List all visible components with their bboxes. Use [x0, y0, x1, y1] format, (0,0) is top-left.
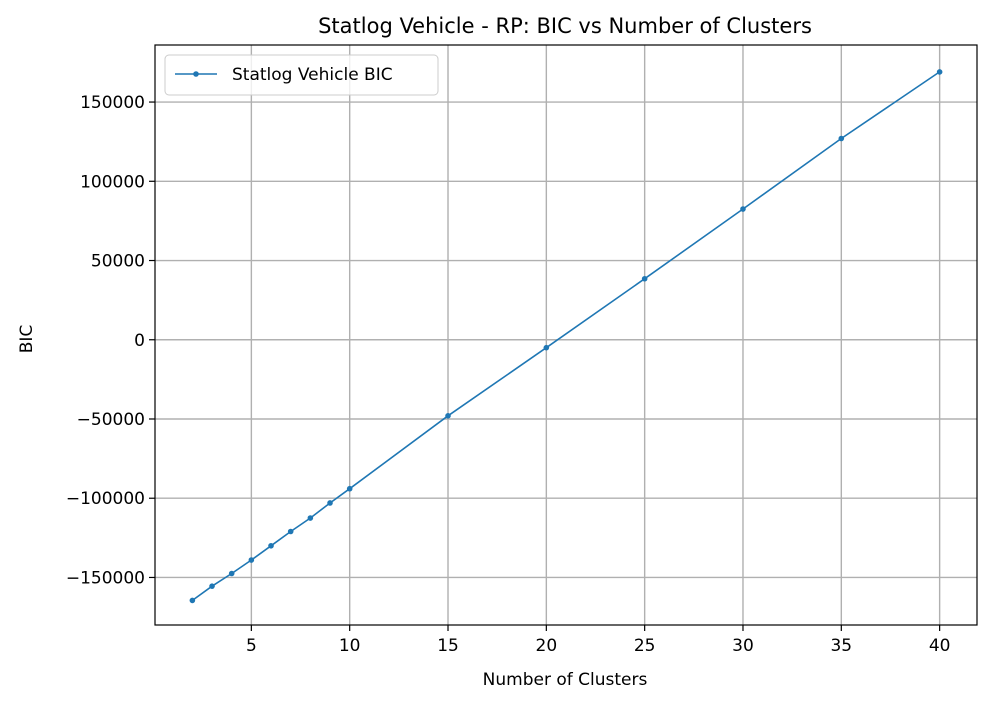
data-point	[248, 557, 255, 563]
x-tick-label: 40	[929, 636, 951, 656]
data-point	[445, 413, 451, 419]
y-tick-label: −100000	[66, 489, 145, 509]
legend-box	[164, 54, 439, 96]
data-point	[228, 570, 235, 577]
y-axis-ticks: −150000 −100000 −50000 0 50000 100000 150000	[66, 93, 155, 588]
data-point	[327, 500, 333, 506]
y-tick-label: 0	[134, 331, 145, 351]
chart-title: Statlog Vehicle - RP: BIC vs Number of C…	[318, 14, 812, 38]
data-point	[189, 597, 196, 604]
x-tick-label: 15	[437, 636, 459, 656]
gridlines	[155, 45, 977, 625]
x-axis-ticks: 5 10 15 20 25 30 35 40	[246, 625, 951, 656]
y-tick-label: 50000	[91, 252, 145, 272]
data-point	[543, 344, 550, 351]
x-tick-label: 20	[536, 636, 558, 656]
data-point	[641, 275, 648, 282]
x-tick-label: 30	[732, 636, 754, 656]
plot-frame	[154, 44, 978, 626]
legend-label: Statlog Vehicle BIC	[232, 65, 393, 85]
data-point	[209, 583, 215, 589]
series-layer	[189, 69, 943, 604]
data-point	[838, 135, 845, 142]
x-tick-label: 5	[246, 636, 257, 656]
x-tick-label: 25	[634, 636, 656, 656]
data-point	[740, 206, 746, 212]
data-point	[268, 542, 274, 549]
y-tick-label: −50000	[77, 410, 145, 430]
data-point	[307, 515, 314, 521]
x-axis-label: Number of Clusters	[483, 670, 648, 690]
x-tick-label: 35	[830, 636, 852, 656]
x-tick-label: 10	[339, 636, 361, 656]
y-tick-label: 100000	[80, 172, 145, 192]
legend: Statlog Vehicle BIC	[164, 54, 439, 96]
y-tick-label: −150000	[66, 568, 145, 588]
data-point	[346, 485, 353, 492]
y-axis-label: BIC	[17, 325, 37, 354]
y-tick-label: 150000	[80, 93, 145, 113]
data-point	[936, 69, 943, 75]
legend-marker-swatch	[193, 71, 199, 77]
data-point	[287, 528, 294, 535]
